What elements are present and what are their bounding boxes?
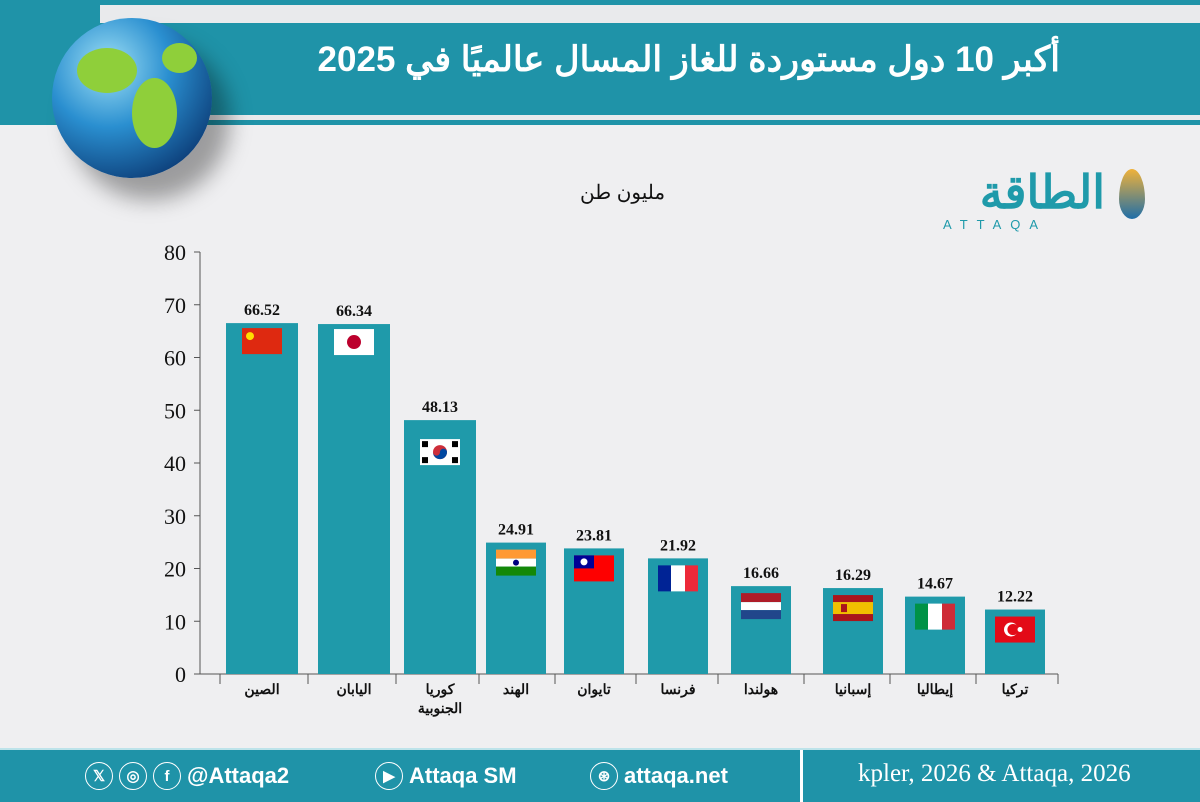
flag-part: [580, 558, 588, 566]
globe-icon: ⊛: [590, 762, 618, 790]
header: أكبر 10 دول مستوردة للغاز المسال عالميًا…: [0, 0, 1200, 125]
x-category-label: الهند: [503, 681, 529, 698]
data-label: 16.29: [835, 567, 871, 584]
y-axis-unit: مليون طن: [580, 182, 666, 204]
data-label: 23.81: [576, 527, 612, 544]
data-label: 12.22: [997, 589, 1033, 606]
website-link[interactable]: ⊛ attaqa.net: [590, 762, 728, 790]
netherlands-flag-icon: [741, 593, 781, 620]
footer-divider: [800, 750, 803, 802]
facebook-icon[interactable]: f: [153, 762, 181, 790]
flag-part: [671, 565, 685, 592]
data-label: 16.66: [743, 565, 779, 582]
y-tick-label: 60: [164, 346, 186, 371]
flag-part: [915, 603, 928, 630]
data-label: 21.92: [660, 537, 696, 554]
bar: [318, 324, 390, 674]
y-tick-label: 40: [164, 451, 186, 476]
drop-icon: [1119, 169, 1145, 219]
flag-part: [658, 565, 671, 592]
x-category-label: الصين: [244, 681, 279, 698]
flag-part: [347, 335, 361, 350]
flag-part: [1007, 623, 1019, 636]
flag-part: [833, 602, 873, 615]
y-tick-label: 30: [164, 504, 186, 529]
flag-part: [513, 559, 519, 566]
flag-part: [942, 603, 955, 630]
x-category-label: تايوان: [577, 681, 611, 698]
india-flag-icon: [496, 549, 536, 576]
y-tick-label: 20: [164, 557, 186, 582]
y-tick-label: 50: [164, 398, 186, 423]
flag-part: [452, 457, 458, 464]
y-tick-label: 0: [175, 662, 186, 687]
flag-part: [741, 602, 781, 611]
flag-part: [685, 565, 698, 592]
turkey-flag-icon: [995, 616, 1035, 643]
instagram-icon[interactable]: ◎: [119, 762, 147, 790]
flag-part: [242, 328, 282, 355]
youtube-link[interactable]: ▶ Attaqa SM: [375, 762, 517, 790]
china-flag-icon: [242, 328, 282, 355]
x-category-label: هولندا: [744, 681, 778, 698]
y-tick-label: 70: [164, 293, 186, 318]
flag-part: [496, 549, 536, 559]
flag-part: [741, 593, 781, 603]
y-tick-label: 10: [164, 609, 186, 634]
bar: [226, 323, 298, 674]
france-flag-icon: [658, 565, 698, 592]
y-tick-label: 80: [164, 240, 186, 265]
globe-icon: [52, 18, 212, 178]
flag-part: [422, 457, 428, 464]
flag-part: [833, 614, 873, 622]
data-label: 48.13: [422, 399, 458, 416]
footer: 𝕏 ◎ f @Attaqa2 ▶ Attaqa SM ⊛ attaqa.net …: [0, 748, 1200, 802]
flag-part: [1017, 627, 1023, 633]
youtube-icon: ▶: [375, 762, 403, 790]
x-category-label: تركيا: [1002, 681, 1029, 698]
header-frame: [100, 5, 1200, 120]
flag-part: [422, 441, 428, 448]
x-icon[interactable]: 𝕏: [85, 762, 113, 790]
x-category-label: فرنسا: [660, 681, 695, 698]
flag-part: [833, 595, 873, 603]
source-text: kpler, 2026 & Attaqa, 2026: [858, 760, 1131, 787]
flag-part: [741, 610, 781, 620]
italy-flag-icon: [915, 603, 955, 630]
japan-flag-icon: [334, 329, 374, 356]
south-korea-flag-icon: [420, 439, 460, 466]
flag-part: [452, 441, 458, 448]
data-label: 24.91: [498, 522, 534, 539]
data-label: 14.67: [917, 576, 953, 593]
social-handle[interactable]: @Attaqa2: [187, 763, 290, 788]
x-category-label: كوريا: [426, 681, 455, 698]
data-label: 66.52: [244, 302, 280, 319]
flag-part: [433, 448, 447, 460]
spain-flag-icon: [833, 595, 873, 622]
flag-part: [496, 566, 536, 576]
x-category-label: اليابان: [336, 681, 371, 697]
x-category-label: الجنوبية: [418, 700, 462, 717]
data-label: 66.34: [336, 303, 372, 320]
social-links: 𝕏 ◎ f @Attaqa2: [85, 762, 289, 790]
flag-part: [841, 604, 847, 613]
taiwan-flag-icon: [574, 555, 614, 582]
chart-title: أكبر 10 دول مستوردة للغاز المسال عالميًا…: [317, 40, 1060, 79]
flag-part: [246, 332, 254, 341]
x-category-label: إسبانيا: [835, 681, 872, 699]
x-category-label: إيطاليا: [917, 681, 953, 699]
flag-part: [928, 603, 942, 630]
attaqa-logo: الطاقة ATTAQA: [935, 165, 1145, 235]
